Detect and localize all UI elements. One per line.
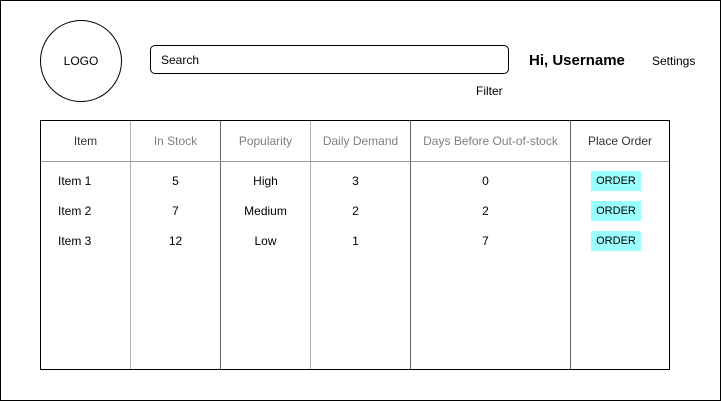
cell-popularity: High — [253, 174, 278, 188]
cell-days-before: 0 — [482, 174, 489, 188]
cell-daily-demand: 2 — [352, 204, 359, 218]
column-divider — [310, 121, 311, 369]
logo: LOGO — [40, 20, 122, 102]
settings-link[interactable]: Settings — [652, 54, 696, 68]
user-greeting: Hi, Username — [529, 52, 625, 69]
cell-days-before: 2 — [482, 204, 489, 218]
filter-link[interactable]: Filter — [476, 84, 503, 98]
column-divider — [130, 121, 131, 369]
column-divider — [570, 121, 571, 369]
cell-days-before: 7 — [482, 234, 489, 248]
column-header-popularity: Popularity — [238, 134, 293, 148]
cell-daily-demand: 3 — [352, 174, 359, 188]
column-header-item: Item — [73, 134, 98, 148]
column-divider — [220, 121, 221, 369]
cell-popularity: Medium — [244, 204, 287, 218]
logo-text: LOGO — [63, 54, 99, 68]
cell-daily-demand: 1 — [352, 234, 359, 248]
search-input[interactable]: Search — [150, 45, 509, 74]
cell-popularity: Low — [254, 234, 277, 248]
cell-in-stock: 5 — [172, 174, 179, 188]
cell-item: Item 3 — [58, 234, 92, 248]
cell-item: Item 1 — [58, 174, 92, 188]
order-button[interactable]: ORDER — [591, 171, 641, 191]
inventory-table: Item In Stock Popularity Daily Demand Da… — [40, 120, 670, 370]
column-header-daily-demand: Daily Demand — [322, 134, 399, 148]
column-header-days-before: Days Before Out-of-stock — [423, 134, 558, 148]
column-divider — [410, 121, 411, 369]
search-placeholder: Search — [161, 52, 200, 67]
cell-item: Item 2 — [58, 204, 92, 218]
cell-in-stock: 7 — [172, 204, 179, 218]
column-header-place-order: Place Order — [587, 134, 653, 148]
cell-in-stock: 12 — [168, 234, 183, 248]
order-button[interactable]: ORDER — [591, 231, 641, 251]
column-header-in-stock: In Stock — [153, 134, 198, 148]
order-button[interactable]: ORDER — [591, 201, 641, 221]
header-divider — [41, 161, 669, 162]
